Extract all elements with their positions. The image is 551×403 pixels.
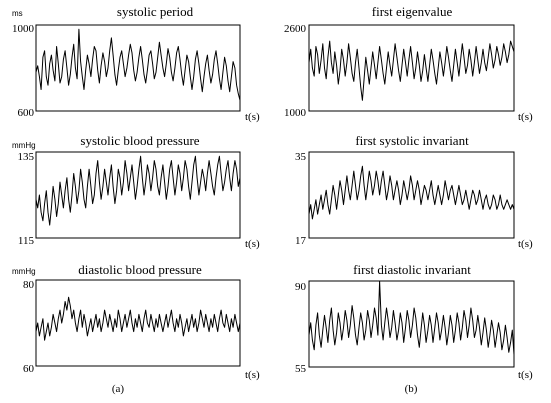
y-tick-bottom: 60 [23, 363, 35, 375]
panel-title: systolic blood pressure [80, 133, 199, 148]
panel-title: diastolic blood pressure [78, 262, 202, 277]
plot-frame [308, 24, 515, 112]
plot-frame [35, 24, 241, 112]
y-unit-label: mmHg [12, 141, 36, 150]
panel-label-b: (b) [405, 383, 418, 395]
panel-title: systolic period [117, 4, 194, 19]
y-tick-top: 35 [295, 151, 307, 163]
y-tick-top: 135 [18, 151, 35, 163]
series-line [35, 28, 241, 101]
series-line [35, 296, 241, 341]
x-axis-label: t(s) [245, 238, 260, 250]
panel-title: first eigenvalue [372, 4, 453, 19]
y-tick-bottom: 55 [295, 363, 307, 375]
series-line [35, 155, 241, 226]
panel-diastolic-blood-pressure: diastolic blood pressure mmHg 80 60 t(s) [12, 262, 260, 381]
x-axis-label: t(s) [518, 111, 533, 123]
series-line [308, 280, 515, 355]
panel-first-eigenvalue: first eigenvalue 2600 1000 t(s) [284, 4, 533, 123]
y-tick-bottom: 1000 [284, 107, 307, 119]
plot-frame [35, 151, 241, 239]
y-tick-top: 90 [295, 281, 307, 293]
series-line [308, 165, 515, 220]
y-tick-top: 80 [23, 279, 35, 291]
y-unit-label: mmHg [12, 267, 36, 276]
panel-first-diastolic-invariant: first diastolic invariant 90 55 t(s) [295, 262, 533, 381]
y-tick-bottom: 600 [18, 107, 35, 119]
panel-label-a: (a) [112, 383, 125, 395]
y-tick-top: 2600 [284, 23, 307, 35]
y-unit-label: ms [12, 9, 23, 18]
y-tick-top: 1000 [12, 23, 35, 35]
plot-frame [308, 280, 515, 368]
y-tick-bottom: 17 [295, 235, 307, 247]
panel-title: first diastolic invariant [353, 262, 471, 277]
x-axis-label: t(s) [245, 369, 260, 381]
x-axis-label: t(s) [518, 238, 533, 250]
x-axis-label: t(s) [518, 369, 533, 381]
panel-first-systolic-invariant: first systolic invariant 35 17 t(s) [295, 133, 533, 250]
x-axis-label: t(s) [245, 111, 260, 123]
series-line [308, 40, 515, 101]
plot-frame [308, 151, 515, 239]
panel-title: first systolic invariant [355, 133, 469, 148]
panel-systolic-blood-pressure: systolic blood pressure mmHg 135 115 t(s… [12, 133, 260, 250]
y-tick-bottom: 115 [18, 235, 35, 247]
panel-systolic-period: systolic period ms 1000 600 t(s) [12, 4, 260, 123]
